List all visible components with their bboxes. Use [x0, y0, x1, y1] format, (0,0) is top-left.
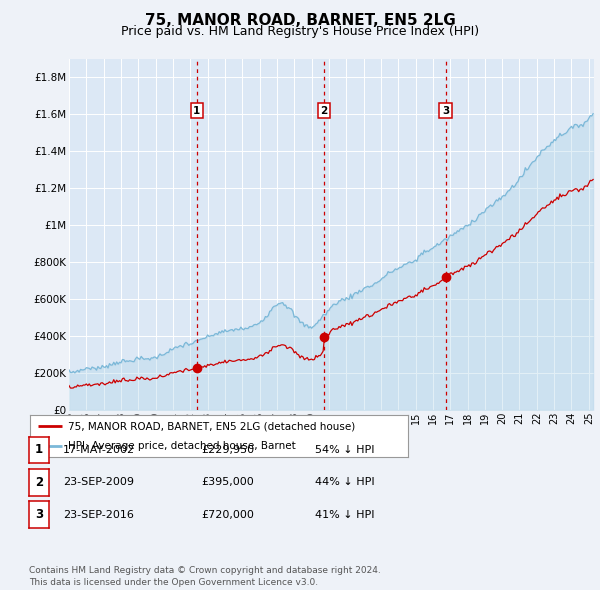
Text: 75, MANOR ROAD, BARNET, EN5 2LG: 75, MANOR ROAD, BARNET, EN5 2LG	[145, 13, 455, 28]
Text: 75, MANOR ROAD, BARNET, EN5 2LG (detached house): 75, MANOR ROAD, BARNET, EN5 2LG (detache…	[68, 421, 355, 431]
Text: £229,950: £229,950	[201, 445, 254, 455]
Text: 54% ↓ HPI: 54% ↓ HPI	[315, 445, 374, 455]
Text: HPI: Average price, detached house, Barnet: HPI: Average price, detached house, Barn…	[68, 441, 296, 451]
Text: £395,000: £395,000	[201, 477, 254, 487]
Text: 41% ↓ HPI: 41% ↓ HPI	[315, 510, 374, 520]
Text: £720,000: £720,000	[201, 510, 254, 520]
Text: 3: 3	[442, 106, 449, 116]
Text: 17-MAY-2002: 17-MAY-2002	[63, 445, 135, 455]
Text: 44% ↓ HPI: 44% ↓ HPI	[315, 477, 374, 487]
Text: 2: 2	[320, 106, 328, 116]
Text: Price paid vs. HM Land Registry's House Price Index (HPI): Price paid vs. HM Land Registry's House …	[121, 25, 479, 38]
Text: 23-SEP-2016: 23-SEP-2016	[63, 510, 134, 520]
Text: 2: 2	[35, 476, 43, 489]
Text: Contains HM Land Registry data © Crown copyright and database right 2024.
This d: Contains HM Land Registry data © Crown c…	[29, 566, 380, 587]
Text: 23-SEP-2009: 23-SEP-2009	[63, 477, 134, 487]
Text: 1: 1	[35, 443, 43, 457]
Text: 1: 1	[193, 106, 200, 116]
Text: 3: 3	[35, 508, 43, 522]
